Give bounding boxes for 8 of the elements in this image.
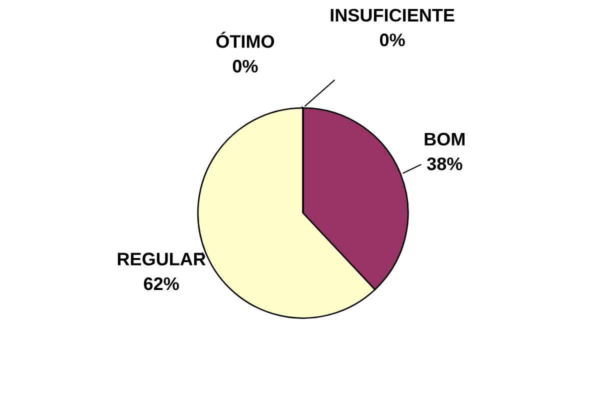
category-label: ÓTIMO — [216, 32, 274, 48]
slice-label: BOM — [424, 132, 465, 146]
data-label: 38% — [427, 157, 462, 170]
text: 0% — [232, 60, 258, 73]
data-label: 62% — [144, 277, 179, 290]
category-label: INSUFICIENTE — [330, 8, 454, 22]
text: 0% — [380, 34, 405, 46]
slice-label: REGULAR — [118, 252, 206, 266]
